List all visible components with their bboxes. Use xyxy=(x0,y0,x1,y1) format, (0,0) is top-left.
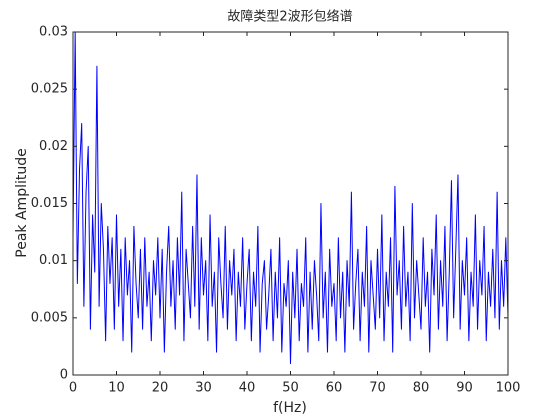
y-tick-label: 0.03 xyxy=(39,25,68,40)
x-tick-label: 90 xyxy=(456,381,473,396)
x-tick-label: 70 xyxy=(369,381,386,396)
y-tick-label: 0.025 xyxy=(31,82,68,97)
x-tick-label: 60 xyxy=(326,381,343,396)
y-tick-label: 0.015 xyxy=(31,196,68,211)
x-tick-label: 80 xyxy=(413,381,430,396)
x-tick-label: 50 xyxy=(282,381,299,396)
x-axis-label: f(Hz) xyxy=(273,400,307,416)
data-line xyxy=(72,31,509,365)
x-tick-label: 30 xyxy=(195,381,212,396)
x-tick-label: 0 xyxy=(69,381,77,396)
x-tick-label: 100 xyxy=(496,381,521,396)
x-tick-label: 40 xyxy=(239,381,256,396)
chart-title: 故障类型2波形包络谱 xyxy=(227,9,352,25)
plot-area xyxy=(73,32,508,375)
x-tick-label: 10 xyxy=(108,381,125,396)
y-tick-label: 0.01 xyxy=(39,253,68,268)
y-tick-label: 0.005 xyxy=(31,310,68,325)
y-axis-label: Peak Amplitude xyxy=(14,148,30,257)
x-tick-label: 20 xyxy=(152,381,169,396)
axes-box xyxy=(72,31,509,376)
y-tick-label: 0.02 xyxy=(39,139,68,154)
y-tick-label: 0 xyxy=(60,368,68,383)
